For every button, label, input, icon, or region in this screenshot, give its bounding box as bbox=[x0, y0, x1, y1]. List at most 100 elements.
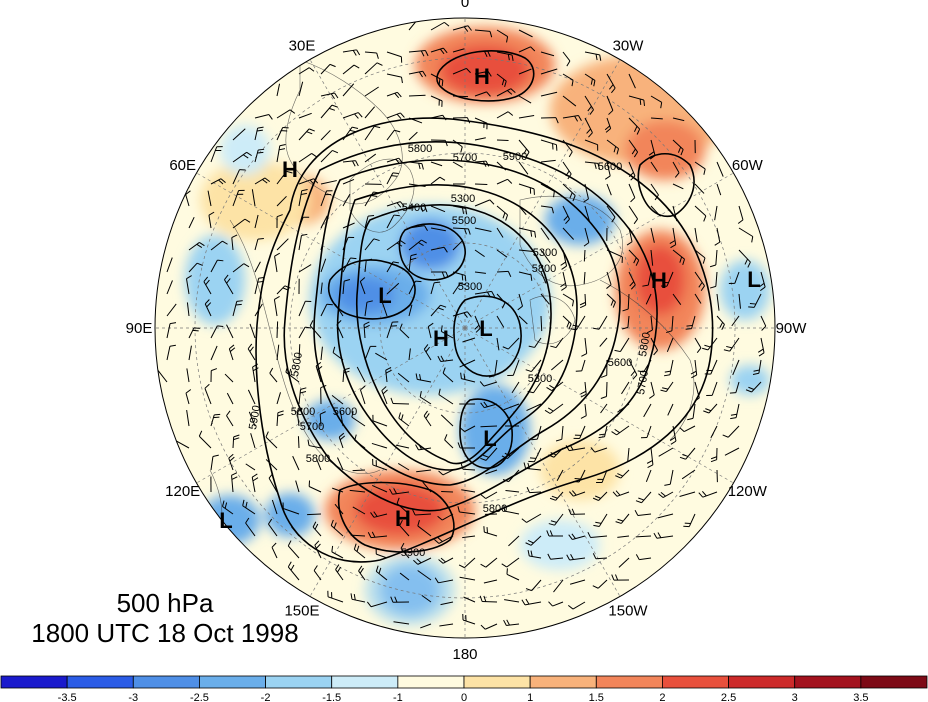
wind-barb bbox=[679, 447, 696, 460]
wind-barb bbox=[457, 506, 476, 515]
wind-barb bbox=[203, 276, 212, 295]
wind-barb bbox=[320, 149, 339, 163]
wind-barb bbox=[389, 488, 410, 495]
wind-barb bbox=[364, 238, 380, 251]
colorbar: -3.5 -3 -2.5 -2 -1.5 -1 0 1 1.5 2 2.5 3 3.5 bbox=[0, 675, 928, 702]
wind-barb bbox=[555, 425, 564, 442]
wind-barb bbox=[573, 469, 586, 483]
wind-barb bbox=[518, 205, 527, 215]
wind-barb bbox=[390, 397, 410, 405]
wind-barb bbox=[548, 447, 564, 458]
wind-barb bbox=[553, 579, 564, 593]
longitude-label: 30E bbox=[289, 38, 316, 55]
wind-barb bbox=[342, 257, 357, 273]
low-pressure-marker: L bbox=[483, 426, 496, 451]
wind-barb bbox=[386, 214, 400, 229]
colorbar-tick-label: -2.5 bbox=[190, 692, 209, 702]
wind-barb bbox=[518, 161, 529, 175]
wind-barb bbox=[232, 263, 250, 273]
wind-barb bbox=[364, 62, 383, 75]
wind-barb bbox=[672, 205, 678, 222]
contour-label: 5300 bbox=[528, 373, 552, 385]
wind-barb bbox=[386, 201, 405, 208]
wind-barb bbox=[480, 447, 498, 461]
wind-barb bbox=[573, 425, 586, 440]
wind-barb bbox=[485, 469, 498, 475]
wind-barb bbox=[694, 381, 700, 402]
wind-barb bbox=[474, 249, 485, 258]
contour-5300-c bbox=[459, 398, 513, 469]
wind-barb bbox=[694, 293, 702, 304]
wind-barb bbox=[584, 51, 602, 61]
wind-barb bbox=[714, 227, 721, 246]
wind-barb bbox=[650, 161, 658, 172]
wind-barb bbox=[496, 161, 507, 171]
wind-barb bbox=[672, 117, 685, 122]
wind-barb bbox=[224, 373, 234, 383]
wind-barb bbox=[518, 315, 528, 325]
wind-barb bbox=[342, 160, 359, 167]
wind-barb bbox=[694, 337, 702, 353]
wind-barb bbox=[274, 252, 281, 273]
wind-barb bbox=[649, 381, 655, 399]
meridian-line bbox=[464, 327, 621, 597]
wind-barb bbox=[364, 106, 376, 119]
wind-barb bbox=[399, 519, 410, 537]
wind-barb bbox=[320, 384, 327, 405]
wind-barb bbox=[408, 70, 427, 78]
wind-barb bbox=[635, 491, 652, 504]
wind-barb bbox=[417, 520, 432, 537]
longitude-label: 120E bbox=[165, 483, 200, 500]
colorbar-tick-label: 1.5 bbox=[589, 692, 604, 702]
wind-barb bbox=[271, 499, 278, 515]
wind-barb bbox=[276, 344, 280, 361]
wind-barb bbox=[188, 327, 200, 339]
wind-barb bbox=[462, 337, 476, 343]
wind-barb bbox=[669, 227, 677, 249]
wind-barb bbox=[648, 139, 656, 160]
wind-barb bbox=[650, 117, 663, 120]
wind-barb bbox=[540, 205, 554, 214]
wind-barb bbox=[480, 425, 498, 428]
wind-barb bbox=[232, 300, 243, 317]
wind-barb bbox=[540, 227, 550, 241]
wind-barb bbox=[737, 205, 744, 224]
wind-barb bbox=[381, 302, 388, 317]
longitude-labels: 0 30W 60W 90W 120W 150W 180 150E 120E 90E 60E 30E bbox=[126, 0, 808, 663]
longitude-label: 60W bbox=[732, 157, 764, 174]
wind-barb bbox=[285, 366, 300, 383]
wind-barb bbox=[247, 343, 256, 361]
wind-barb bbox=[342, 367, 350, 383]
wind-barb bbox=[371, 442, 388, 449]
wind-barb bbox=[474, 160, 490, 167]
wind-barb bbox=[298, 178, 319, 185]
wind-barb bbox=[606, 293, 616, 308]
wind-barb bbox=[483, 526, 498, 537]
wind-barb bbox=[269, 367, 278, 383]
wind-barb bbox=[166, 280, 173, 295]
wind-barb bbox=[438, 388, 454, 405]
wind-barb bbox=[562, 293, 575, 307]
wind-barb bbox=[320, 346, 323, 361]
meridian-line bbox=[196, 327, 466, 484]
warm-anomaly-topright-core bbox=[625, 120, 705, 180]
wind-barb bbox=[714, 205, 718, 221]
wind-barb bbox=[271, 542, 278, 559]
wind-barb bbox=[430, 139, 448, 147]
wind-barb bbox=[232, 434, 240, 449]
wind-barb bbox=[488, 359, 498, 378]
wind-barb bbox=[463, 596, 476, 603]
wind-barb bbox=[452, 271, 467, 282]
contour-label: 5300 bbox=[451, 193, 475, 205]
wind-barb bbox=[540, 117, 559, 124]
wind-barb bbox=[186, 368, 190, 383]
wind-barb bbox=[528, 337, 542, 348]
longitude-label: 150W bbox=[608, 602, 648, 619]
wind-barb bbox=[315, 361, 323, 383]
wind-barb bbox=[596, 469, 608, 484]
wind-barb bbox=[335, 564, 344, 581]
wind-barb bbox=[242, 499, 256, 515]
wind-barb bbox=[228, 344, 236, 361]
wind-barb bbox=[207, 190, 212, 207]
wind-barb bbox=[583, 183, 589, 203]
